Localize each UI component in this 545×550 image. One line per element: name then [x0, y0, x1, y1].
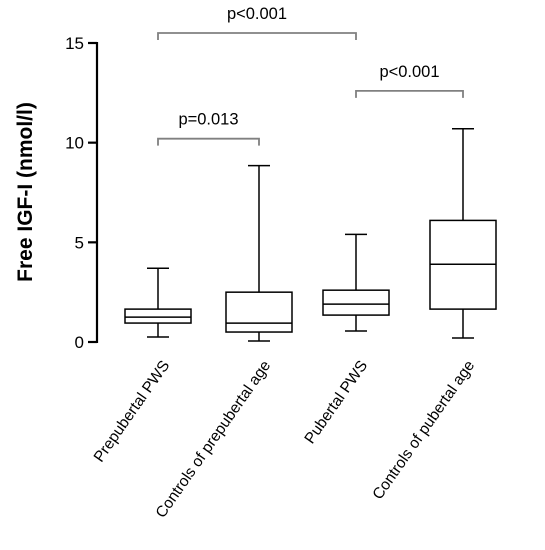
box-iqr — [322, 289, 390, 316]
x-category-label: Pubertal PWS — [302, 358, 372, 448]
y-tick-label: 0 — [75, 333, 84, 352]
significance-bracket — [355, 89, 464, 98]
y-tick-label: 10 — [65, 134, 84, 153]
significance-bracket — [157, 32, 357, 41]
x-category-label: Prepubertal PWS — [91, 358, 174, 466]
significance-label: p=0.013 — [178, 111, 238, 129]
box-iqr — [225, 291, 293, 333]
y-axis-title: Free IGF-I (nmol/l) — [14, 102, 37, 282]
box-iqr — [124, 308, 192, 324]
x-category-label: Controls of prepubertal age — [153, 358, 275, 522]
significance-label: p<0.001 — [379, 63, 439, 81]
significance-label: p<0.001 — [227, 5, 287, 23]
y-tick-label: 5 — [75, 233, 84, 252]
significance-bracket — [157, 137, 260, 146]
x-category-label: Controls of pubertal age — [369, 358, 478, 503]
y-tick-label: 15 — [65, 34, 84, 53]
